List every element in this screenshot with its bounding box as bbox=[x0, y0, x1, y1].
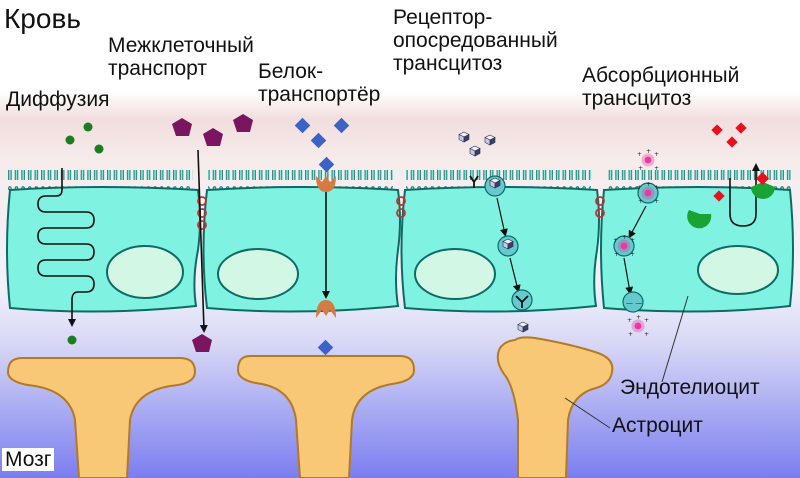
absorptive-label: Абсорбционный трансцитоз bbox=[582, 64, 739, 110]
carrier-protein-top bbox=[316, 176, 336, 192]
receptor-label-line: трансцитоз bbox=[393, 52, 503, 76]
receptor-label-line: опосредованный bbox=[393, 29, 558, 53]
intercellular-label: Межклеточный транспорт bbox=[108, 34, 254, 80]
receptor-vesicle bbox=[511, 289, 533, 311]
absorptive-arrow-2 bbox=[623, 257, 634, 295]
receptor-arrow-2 bbox=[509, 257, 521, 293]
diffusion-label: Диффузия bbox=[6, 88, 110, 111]
receptor-pathway bbox=[458, 131, 533, 333]
absorptive-pathway: — — bbox=[613, 122, 775, 338]
nucleus-1 bbox=[106, 245, 184, 299]
intercellular-arrow bbox=[197, 149, 208, 333]
nucleus-3 bbox=[414, 248, 496, 300]
blood-label: Кровь bbox=[4, 3, 81, 34]
endothelial-cell-1 bbox=[6, 186, 201, 313]
intercellular-molecule bbox=[203, 128, 223, 146]
svg-text:— —: — — bbox=[626, 299, 642, 307]
receptor-ligand-bound bbox=[489, 177, 501, 189]
receptor-ligand-brain bbox=[517, 321, 529, 333]
diffusion-molecule-brain bbox=[67, 335, 77, 345]
absorptive-label-line: трансцитоз bbox=[582, 87, 692, 111]
tight-junctions bbox=[197, 196, 605, 230]
endothelium-leader-line bbox=[661, 295, 689, 383]
absorptive-cargo bbox=[713, 190, 725, 202]
astrocyte-foot-2 bbox=[236, 355, 416, 478]
intercellular-molecule bbox=[172, 118, 192, 136]
absorptive-recycle-arrow bbox=[729, 163, 760, 227]
diffusion-pathway bbox=[37, 122, 104, 345]
intercellular-label-line: Межклеточный bbox=[108, 34, 254, 57]
absorptive-receptor-free bbox=[687, 210, 712, 229]
diffusion-path-arrow bbox=[37, 168, 95, 327]
absorptive-label-line: Абсорбционный bbox=[582, 64, 740, 87]
receptor-arrow-1 bbox=[496, 197, 508, 237]
intercellular-label-line: транспорт bbox=[108, 57, 207, 81]
astrocyte-leader-line bbox=[564, 397, 611, 429]
receptor-basal bbox=[515, 295, 529, 308]
endothelium-label: Эндотелиоцит bbox=[620, 376, 760, 399]
astrocyte-foot-3 bbox=[496, 336, 614, 478]
carrier-molecule bbox=[310, 132, 327, 149]
diffusion-molecule bbox=[65, 135, 75, 145]
receptor-ligand bbox=[458, 131, 470, 143]
carrier-molecule-bound bbox=[318, 156, 335, 173]
receptor-ligand bbox=[484, 134, 496, 146]
brain-label: Мозг bbox=[2, 448, 55, 472]
nucleus-4 bbox=[697, 245, 779, 295]
astrocyte-label: Астроцит bbox=[612, 414, 703, 437]
diffusion-molecule bbox=[94, 144, 104, 154]
astrocyte-feet bbox=[6, 336, 614, 478]
microvilli-cell-2 bbox=[208, 170, 393, 190]
carrier-label-line: Белок- bbox=[258, 60, 324, 83]
absorptive-vesicle bbox=[622, 291, 644, 313]
carrier-label: Белок- транспортёр bbox=[258, 60, 380, 106]
receptor-surface bbox=[469, 175, 479, 188]
diffusion-molecule bbox=[83, 122, 93, 132]
receptor-ligand bbox=[469, 145, 481, 157]
nucleus-2 bbox=[217, 248, 299, 300]
absorptive-receptor-bound bbox=[751, 182, 775, 199]
microvilli-cell-1 bbox=[8, 170, 193, 190]
absorptive-arrow-1 bbox=[628, 205, 647, 239]
intercellular-molecule bbox=[233, 114, 253, 132]
intercellular-pathway bbox=[172, 114, 253, 352]
receptor-ligand-bound bbox=[502, 238, 514, 250]
carrier-label-line: транспортёр bbox=[258, 83, 381, 107]
astrocyte-foot-1 bbox=[6, 357, 197, 478]
receptor-label-line: Рецептор- bbox=[393, 6, 493, 29]
receptor-label: Рецептор- опосредованный трансцитоз bbox=[393, 6, 558, 75]
endothelial-layer bbox=[6, 170, 794, 313]
absorptive-cargo bbox=[726, 136, 738, 148]
carrier-protein-bottom bbox=[316, 300, 336, 318]
intercellular-molecule-brain bbox=[192, 334, 212, 352]
